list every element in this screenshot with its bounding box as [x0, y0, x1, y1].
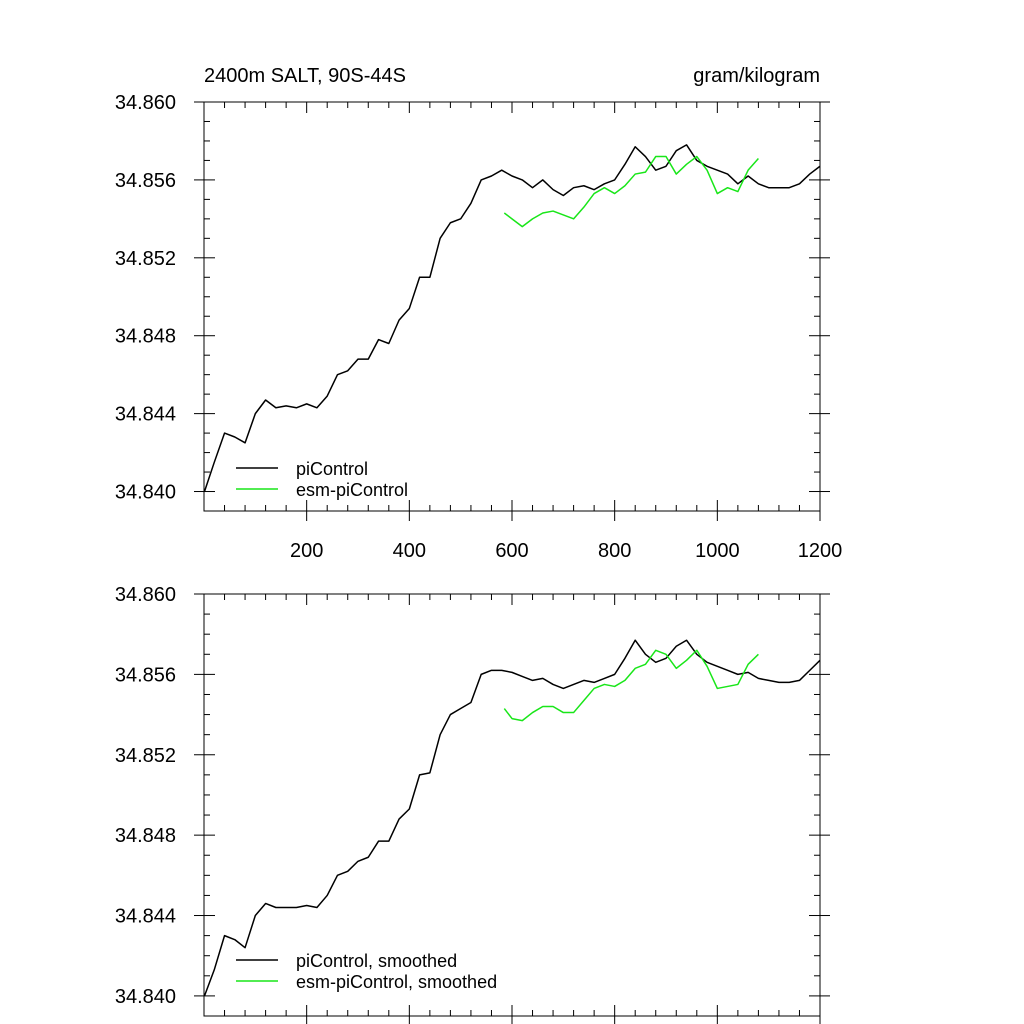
y-tick-label: 34.856 [115, 170, 176, 192]
legend-label: esm-piControl, smoothed [296, 972, 497, 992]
y-tick-label: 34.844 [115, 906, 176, 928]
series-line-picontrol [203, 144, 821, 492]
x-tick-label: 400 [393, 540, 426, 562]
x-tick-label: 1000 [695, 540, 740, 562]
x-tick-label: 600 [495, 540, 528, 562]
y-tick-label: 34.852 [115, 745, 176, 767]
y-tick-label: 34.852 [115, 248, 176, 270]
series-line-picontrol [203, 639, 821, 997]
x-tick-label: 800 [598, 540, 631, 562]
legend-label: piControl, smoothed [296, 951, 457, 971]
legend-label: piControl [296, 459, 368, 479]
y-tick-label: 34.840 [115, 482, 176, 504]
legend-label: esm-piControl [296, 480, 408, 500]
y-tick-label: 34.860 [115, 584, 176, 606]
y-tick-label: 34.848 [115, 825, 176, 847]
y-tick-label: 34.844 [115, 404, 176, 426]
y-tick-label: 34.840 [115, 986, 176, 1008]
top-panel: 34.840 34.844 34.848 34.852 34.856 34.860 200 4… [115, 92, 842, 562]
x-tick-label: 1200 [798, 540, 843, 562]
series-line-esm-picontrol [503, 155, 759, 228]
chart-title-left: 2400m SALT, 90S-44S [204, 65, 406, 87]
y-tick-label: 34.856 [115, 664, 176, 686]
x-tick-label: 200 [290, 540, 323, 562]
chart-units-label: gram/kilogram [693, 65, 820, 87]
plot-frame [203, 101, 821, 512]
y-tick-label: 34.848 [115, 326, 176, 348]
y-tick-label: 34.860 [115, 92, 176, 114]
bottom-panel: 34.840 34.844 34.848 34.852 34.856 34.860 piCo… [115, 584, 830, 1024]
series-line-esm-picontrol [503, 649, 759, 722]
